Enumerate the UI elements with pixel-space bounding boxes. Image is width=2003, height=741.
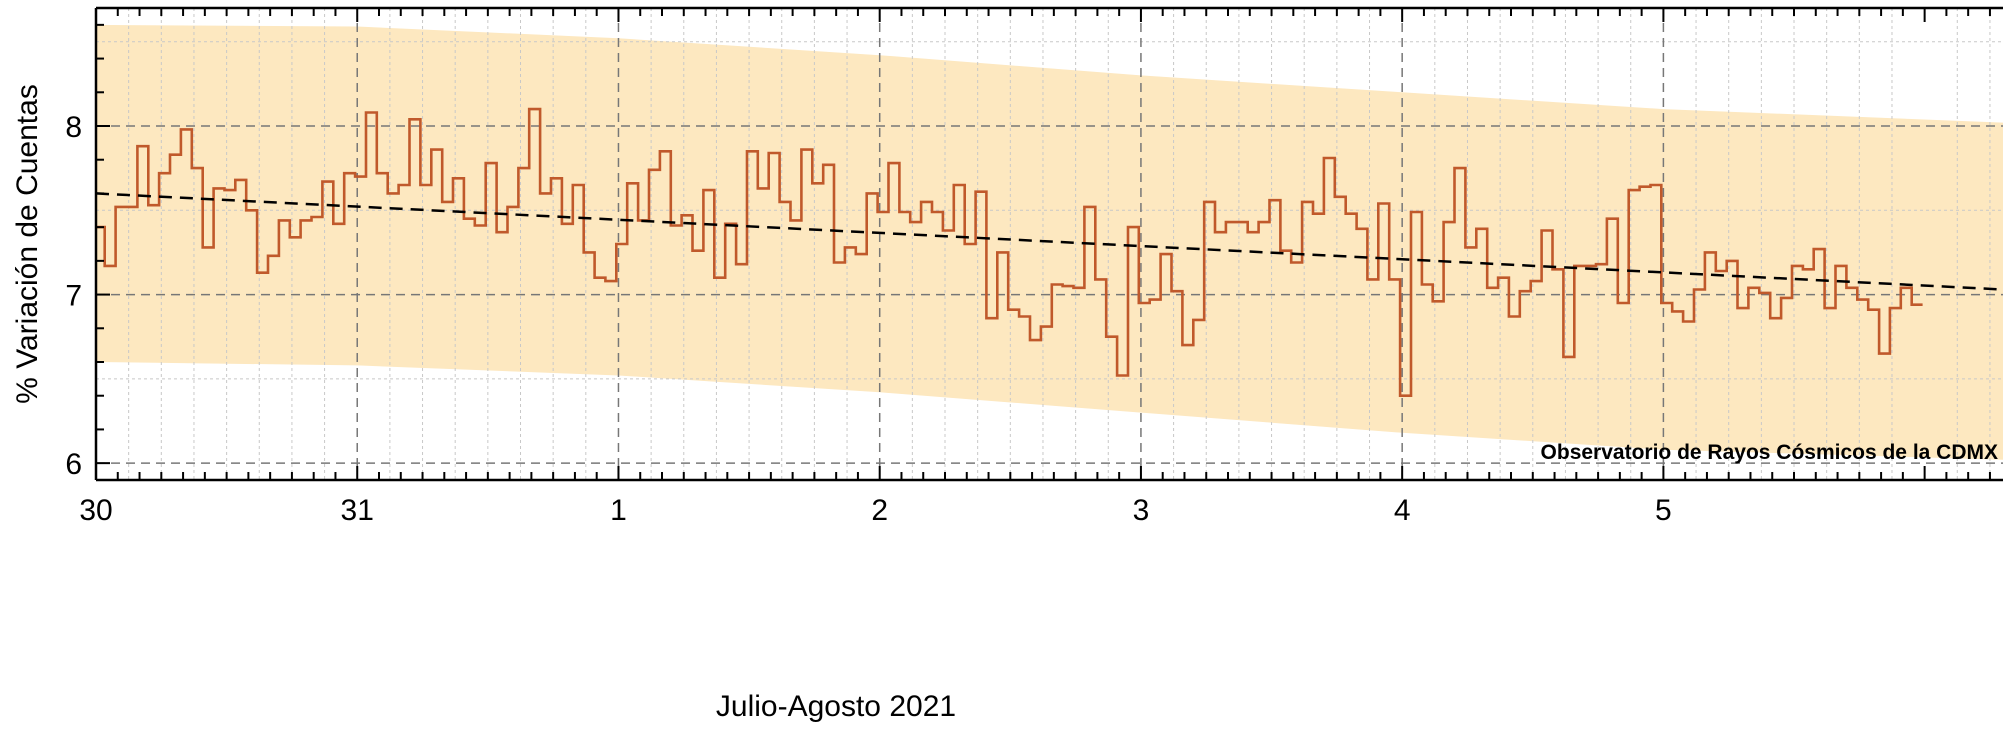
y-tick-label: 8: [65, 111, 82, 144]
x-tick-label: 3: [1133, 494, 1150, 527]
annotation-label: Observatorio de Rayos Cósmicos de la CDM…: [1541, 441, 1998, 464]
x-tick-label: 5: [1655, 494, 1672, 527]
x-axis-title: Julio-Agosto 2021: [716, 690, 956, 723]
x-tick-label: 30: [79, 494, 112, 527]
y-axis-title: % Variación de Cuentas: [11, 84, 44, 404]
x-tick-label: 4: [1394, 494, 1411, 527]
x-tick-label: 2: [871, 494, 888, 527]
x-tick-label: 31: [341, 494, 374, 527]
y-tick-label: 7: [65, 280, 82, 313]
plot-area: [96, 8, 2003, 480]
y-tick-label: 6: [65, 448, 82, 481]
x-tick-label: 1: [610, 494, 627, 527]
trend-line: [96, 192, 2003, 291]
count-variation-series: [96, 107, 1923, 397]
